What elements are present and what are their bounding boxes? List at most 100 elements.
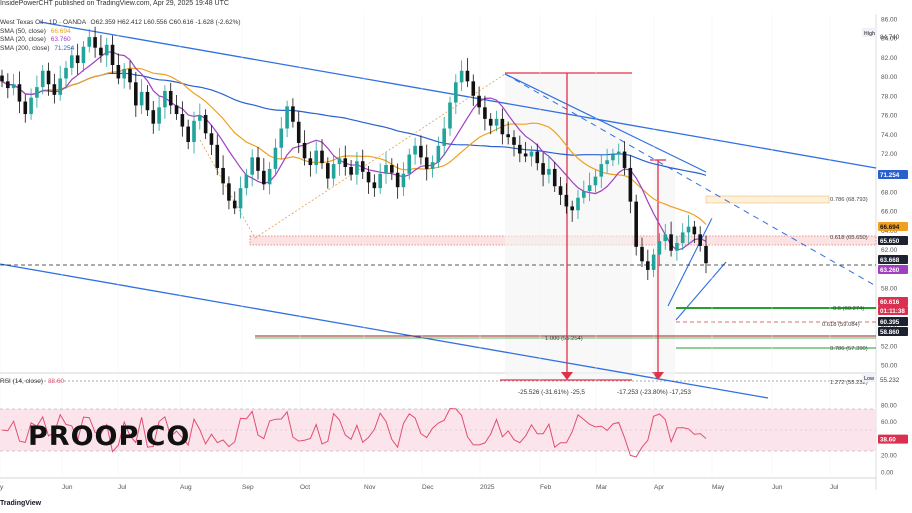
candle-body: [430, 162, 435, 169]
legend-sma50-label: SMA (50, close): [0, 27, 46, 35]
candle: [70, 46, 74, 76]
candle-body: [628, 167, 633, 202]
candle-body: [616, 151, 621, 155]
candle-body: [6, 81, 10, 89]
candle-body: [40, 70, 45, 88]
rsi-path: [1, 407, 707, 458]
candle-body: [87, 37, 92, 47]
price-tag-label: 71.254: [880, 172, 900, 179]
tradingview-logo[interactable]: TradingView: [0, 500, 42, 507]
candle: [122, 63, 126, 89]
legend-sma50[interactable]: SMA (50, close) 66.694: [0, 28, 241, 37]
fib-zone-0786: [705, 195, 830, 204]
rsi-line: [1, 407, 707, 458]
candle-body: [390, 165, 394, 173]
candle: [244, 168, 249, 196]
candle-body: [384, 165, 388, 174]
price-tick-label: 86.00: [881, 16, 898, 23]
candle-body: [285, 106, 289, 129]
candle-body: [291, 106, 295, 122]
candle: [93, 26, 97, 58]
price-tag-label: 63.260: [880, 267, 900, 274]
rsi-tick-label: 0.00: [881, 470, 894, 477]
fib-label: 1.000 (55.254): [545, 336, 583, 342]
candle: [407, 148, 412, 180]
fib-label: 0.5 (60.274): [833, 306, 864, 312]
candle-body: [308, 158, 313, 166]
legend-sma200[interactable]: SMA (200, close) 71.254: [0, 45, 241, 54]
price-tick-label: 76.00: [881, 113, 898, 120]
candle-body: [518, 144, 522, 154]
fib-label: 1.272 (55.232): [830, 380, 868, 386]
candle-body: [296, 121, 301, 143]
candle-body: [360, 161, 365, 172]
candle: [593, 169, 598, 193]
candle: [390, 158, 394, 180]
candle-body: [599, 164, 604, 177]
price-axis[interactable]: 50.0052.0054.0056.0058.0060.0062.0064.00…: [862, 16, 908, 384]
candle-body: [465, 70, 470, 82]
candle: [343, 145, 348, 176]
time-axis[interactable]: y Jun Jul Aug Sep Oct Nov Dec 2025 Feb Mar Apr May Ju…: [0, 484, 839, 491]
candle: [628, 155, 633, 214]
price-tick-label: 52.00: [881, 343, 898, 350]
legend-sma200-label: SMA (200, close): [0, 44, 50, 52]
candle-body: [500, 118, 505, 135]
candle: [704, 235, 708, 274]
time-tick-label: Jun: [772, 484, 783, 491]
candle: [238, 176, 243, 219]
candle-body: [512, 137, 516, 145]
candle: [611, 148, 615, 167]
candle: [110, 35, 115, 74]
candle-body: [46, 70, 51, 85]
candle: [232, 191, 237, 215]
candle-body: [262, 170, 266, 185]
candle-body: [355, 161, 359, 175]
candle: [29, 88, 33, 120]
candle-body: [704, 245, 708, 264]
candle-body: [198, 115, 202, 121]
candle: [634, 194, 638, 256]
symbol-name[interactable]: West Texas Oil · 1D · OANDA: [0, 19, 86, 26]
rsi-tick-label: 60.00: [881, 419, 897, 426]
candle-body: [267, 168, 272, 185]
candle-body: [477, 95, 481, 108]
candle-body: [128, 68, 132, 83]
rsi-legend[interactable]: RSI (14, close) 38.60: [0, 378, 64, 385]
time-tick-label: Nov: [364, 484, 376, 491]
candle: [366, 166, 371, 194]
candle-body: [605, 160, 609, 165]
candle: [250, 149, 254, 187]
candle-body: [547, 168, 551, 175]
candle-body: [215, 144, 220, 168]
candle: [395, 163, 400, 199]
candle-body: [17, 84, 22, 102]
candle-body: [23, 101, 28, 115]
candle-body: [634, 201, 638, 247]
price-tag-bg: [878, 255, 908, 264]
ohlc-values: O62.359 H62.412 L60.556 C60.616 -1.628 (…: [90, 19, 241, 26]
candle-body: [529, 151, 534, 157]
candle: [337, 147, 342, 176]
rsi-tick-label: 20.00: [881, 453, 897, 460]
candle-body: [163, 90, 167, 108]
time-tick-label: Jul: [830, 484, 839, 491]
candle-body: [651, 254, 656, 270]
measure-arrowhead-2: [652, 372, 664, 380]
candle: [477, 86, 481, 115]
candle-body: [407, 154, 412, 174]
candle-body: [488, 118, 493, 126]
time-tick-label: Oct: [300, 484, 310, 491]
price-tick-label: 50.00: [881, 363, 898, 370]
price-tag-bg: [878, 327, 908, 336]
candle: [448, 96, 452, 136]
legend-sma20[interactable]: SMA (20, close) 63.760: [0, 36, 241, 45]
candle: [378, 163, 382, 194]
candlestick-series[interactable]: [0, 26, 708, 281]
candle: [680, 223, 685, 251]
candle: [134, 71, 138, 117]
candle-body: [669, 234, 673, 251]
candle: [291, 98, 295, 128]
candle-body: [151, 110, 156, 124]
